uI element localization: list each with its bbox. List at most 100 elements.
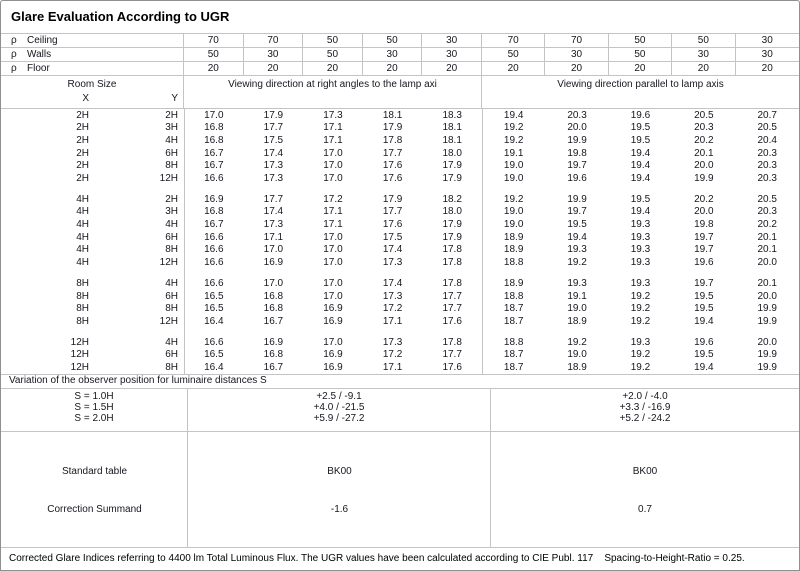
ugr-value-right-angles: 16.9	[323, 315, 343, 327]
ugr-value-right-angles: 17.1	[263, 231, 284, 243]
room-y-value: 2H	[165, 193, 178, 205]
ugr-value-parallel: 19.5	[694, 290, 714, 302]
ugr-value-parallel: 19.2	[503, 193, 524, 205]
summary-divider-line	[187, 432, 188, 547]
ugr-value-right-angles: 16.5	[204, 303, 224, 315]
ugr-value-right-angles: 17.9	[263, 109, 284, 121]
ugr-value-parallel: 19.9	[757, 303, 777, 315]
ugr-row: 2H 6H 16.7 17.4 17.0 17.7 18.0 19.1 19.8 19.4 20.1…	[1, 147, 799, 160]
reflectance-row-label: ρ Ceiling	[1, 34, 184, 47]
reflectance-row: ρ Walls 50 30 50 30 30 50 30 50 30 30	[1, 48, 799, 62]
ugr-value-right-angles: 17.6	[382, 219, 403, 231]
x-axis-label: X	[82, 93, 89, 104]
ugr-value-right-angles: 16.8	[263, 303, 284, 315]
ugr-value-right-angles: 16.9	[204, 193, 224, 205]
room-x-value: 4H	[76, 206, 89, 218]
variation-caption: Variation of the observer position for l…	[1, 374, 799, 389]
ugr-value-parallel: 19.4	[630, 206, 651, 218]
ugr-value-parallel: 18.7	[503, 303, 524, 315]
ugr-value-right-angles: 17.6	[442, 315, 462, 327]
ugr-value-parallel: 18.7	[503, 349, 524, 361]
reflectance-value: 50	[303, 48, 363, 61]
ugr-value-parallel: 19.3	[630, 336, 651, 348]
ugr-value-right-angles: 17.0	[263, 277, 284, 289]
ugr-row: 12H 4H 16.6 16.9 17.0 17.3 17.8 18.8 19.2 19.3 19.…	[1, 336, 799, 349]
ugr-value-parallel: 19.0	[503, 160, 524, 172]
correction-summand-right-angles: -1.6	[330, 504, 349, 515]
room-x-value: 4H	[76, 244, 89, 256]
room-x-value: 12H	[70, 349, 89, 361]
s-distance-label: S = 2.0H	[74, 413, 114, 424]
ugr-value-parallel: 19.1	[503, 147, 524, 159]
reflectance-value: 30	[761, 35, 773, 46]
ugr-row: 4H 3H 16.8 17.4 17.1 17.7 18.0 19.0 19.7 19.4 20.0…	[1, 206, 799, 219]
ugr-value-right-angles: 17.3	[323, 109, 343, 121]
reflectance-value: 30	[422, 34, 482, 47]
s-value: +2.0 / -4.0	[622, 391, 668, 402]
ugr-value-right-angles: 17.1	[323, 206, 343, 218]
ugr-value-right-angles: 16.6	[204, 231, 224, 243]
ugr-row: 2H 2H 17.0 17.9 17.3 18.1 18.3 19.4 20.3 19.6 20.5…	[1, 109, 799, 122]
ugr-value-parallel: 19.5	[567, 219, 587, 231]
ugr-value-right-angles: 16.9	[323, 361, 343, 373]
reflectance-value: 30	[672, 48, 736, 61]
ugr-row: 2H 4H 16.8 17.5 17.1 17.8 18.1 19.2 19.9 19.5 20.2…	[1, 134, 799, 147]
ugr-value-right-angles: 17.0	[204, 109, 224, 121]
ugr-value-right-angles: 17.0	[323, 172, 343, 184]
ugr-value-right-angles: 18.1	[442, 122, 462, 134]
ugr-value-parallel: 20.3	[757, 206, 777, 218]
ugr-value-parallel: 20.1	[694, 147, 714, 159]
reflectance-surface-label: Floor	[27, 63, 50, 74]
room-x-value: 4H	[76, 256, 89, 268]
ugr-value-parallel: 19.0	[567, 303, 587, 315]
ugr-value-right-angles: 17.7	[442, 303, 462, 315]
y-axis-label: Y	[171, 93, 178, 104]
room-y-value: 4H	[165, 336, 178, 348]
standard-table-right-angles: BK00	[327, 466, 352, 477]
reflectance-value: 20	[545, 62, 609, 75]
ugr-value-parallel: 20.0	[757, 336, 777, 348]
room-size-header-cell: Room Size X Y	[1, 75, 184, 108]
ugr-row: 8H 12H 16.4 16.7 16.9 17.1 17.6 18.7 18.9 19.2 19.…	[1, 315, 799, 328]
ugr-value-parallel: 19.9	[567, 193, 587, 205]
room-y-value: 4H	[165, 277, 178, 289]
ugr-value-parallel: 19.6	[694, 336, 714, 348]
room-y-value: 12H	[159, 315, 178, 327]
ugr-value-parallel: 19.4	[630, 160, 651, 172]
room-y-value: 6H	[165, 231, 178, 243]
ugr-value-parallel: 20.0	[567, 122, 587, 134]
reflectance-value: 30	[545, 48, 609, 61]
ugr-value-right-angles: 16.9	[263, 336, 284, 348]
ugr-value-right-angles: 17.8	[382, 135, 403, 147]
room-y-value: 8H	[165, 244, 178, 256]
ugr-value-parallel: 19.4	[630, 147, 651, 159]
ugr-value-parallel: 19.5	[630, 135, 651, 147]
ugr-value-parallel: 19.7	[694, 244, 714, 256]
ugr-value-parallel: 19.5	[694, 303, 714, 315]
ugr-value-parallel: 19.2	[630, 349, 651, 361]
ugr-value-right-angles: 17.9	[382, 193, 403, 205]
ugr-value-right-angles: 17.4	[263, 147, 284, 159]
group-gap	[1, 328, 799, 336]
ugr-value-parallel: 20.4	[757, 135, 777, 147]
ugr-value-right-angles: 16.4	[204, 315, 224, 327]
reflectance-value: 30	[363, 48, 423, 61]
room-y-value: 4H	[165, 135, 178, 147]
ugr-value-parallel: 19.2	[567, 336, 587, 348]
ugr-row: 2H 8H 16.7 17.3 17.0 17.6 17.9 19.0 19.7 19.4 20.0…	[1, 160, 799, 173]
reflectance-value: 70	[482, 34, 546, 47]
ugr-row: 4H 6H 16.6 17.1 17.0 17.5 17.9 18.9 19.4 19.3 19.7…	[1, 231, 799, 244]
ugr-value-parallel: 20.3	[694, 122, 714, 134]
ugr-value-parallel: 19.2	[630, 361, 651, 373]
group-gap	[1, 185, 799, 193]
ugr-value-parallel: 20.3	[757, 172, 777, 184]
room-x-value: 8H	[76, 303, 89, 315]
reflectance-value: 30	[422, 48, 482, 61]
ugr-value-right-angles: 18.2	[442, 193, 462, 205]
ugr-value-right-angles: 16.8	[204, 122, 224, 134]
ugr-value-parallel: 19.5	[630, 122, 651, 134]
room-y-value: 6H	[165, 349, 178, 361]
parallel-header: Viewing direction parallel to lamp axis	[557, 79, 724, 90]
reflectance-row-label: ρ Walls	[1, 48, 184, 61]
ugr-value-right-angles: 17.8	[442, 256, 462, 268]
